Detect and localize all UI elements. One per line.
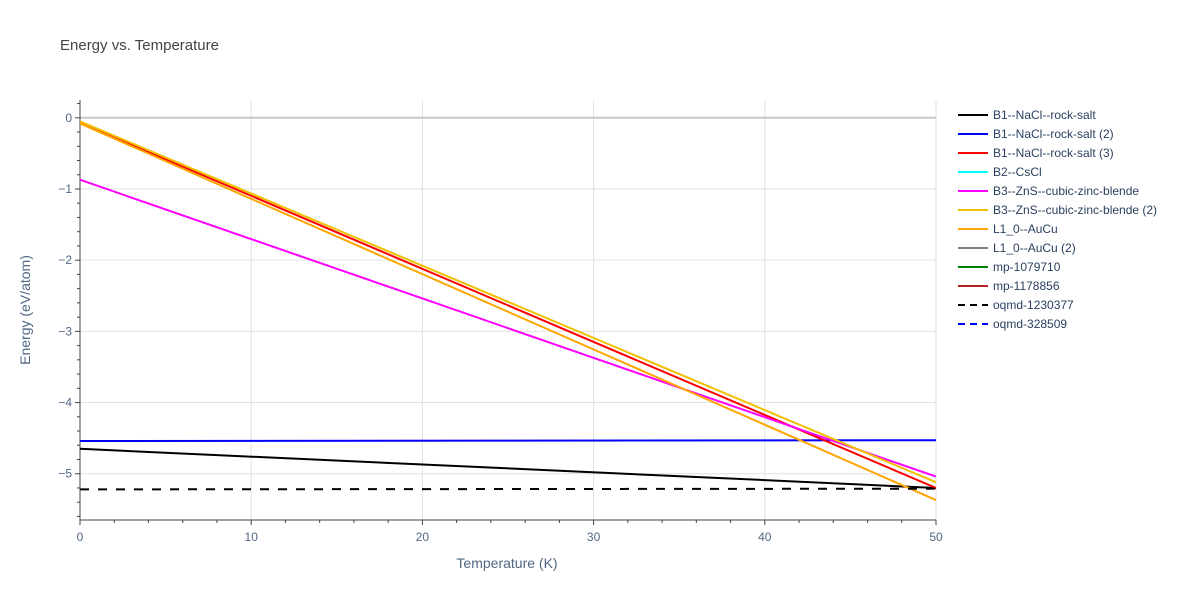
legend-label: L1_0--AuCu xyxy=(993,222,1058,236)
legend-item[interactable]: mp-1178856 xyxy=(958,279,1060,293)
series-line-4 xyxy=(80,178,936,478)
x-tick-label: 30 xyxy=(587,530,601,544)
legend-label: mp-1178856 xyxy=(993,279,1060,293)
legend-label: B3--ZnS--cubic-zinc-blende (2) xyxy=(993,203,1157,217)
legend-item[interactable]: oqmd-1230377 xyxy=(958,298,1074,312)
x-tick-label: 10 xyxy=(245,530,259,544)
legend-item[interactable]: B1--NaCl--rock-salt (2) xyxy=(958,127,1114,141)
legend-label: oqmd-328509 xyxy=(993,317,1067,331)
legend-label: mp-1079710 xyxy=(993,260,1061,274)
series-line-1 xyxy=(80,439,936,442)
legend: B1--NaCl--rock-salt B1--NaCl--rock-salt (… xyxy=(958,108,1157,331)
y-tick-label: −4 xyxy=(58,396,72,410)
y-axis-title: Energy (eV/atom) xyxy=(17,255,33,365)
legend-label: oqmd-1230377 xyxy=(993,298,1074,312)
legend-label: B1--NaCl--rock-salt (2) xyxy=(993,127,1114,141)
series-line-6 xyxy=(80,122,936,501)
legend-label: B3--ZnS--cubic-zinc-blende xyxy=(993,184,1139,198)
x-axis-title: Temperature (K) xyxy=(456,555,557,571)
x-tick-label: 20 xyxy=(416,530,430,544)
legend-item[interactable]: B3--ZnS--cubic-zinc-blende xyxy=(958,184,1139,198)
legend-item[interactable]: L1_0--AuCu (2) xyxy=(958,241,1076,255)
series-line-0 xyxy=(80,447,936,489)
axes xyxy=(75,100,937,525)
x-tick-label: 50 xyxy=(929,530,943,544)
legend-item[interactable]: mp-1079710 xyxy=(958,260,1061,274)
chart-title: Energy vs. Temperature xyxy=(60,37,219,54)
legend-item[interactable]: oqmd-328509 xyxy=(958,317,1067,331)
y-tick-label: 0 xyxy=(65,111,72,125)
legend-item[interactable]: B1--NaCl--rock-salt (3) xyxy=(958,146,1114,160)
y-tick-label: −1 xyxy=(58,182,72,196)
legend-item[interactable]: B3--ZnS--cubic-zinc-blende (2) xyxy=(958,203,1157,217)
x-tick-label: 40 xyxy=(758,530,772,544)
legend-item[interactable]: B1--NaCl--rock-salt xyxy=(958,108,1096,122)
legend-label: L1_0--AuCu (2) xyxy=(993,241,1076,255)
y-tick-label: −5 xyxy=(58,467,72,481)
tick-labels: 0 10 20 30 40 50 0 −1 −2 −3 −4 −5 xyxy=(58,111,943,544)
series-line-2 xyxy=(80,121,936,489)
grid xyxy=(80,100,937,520)
series-line-10 xyxy=(80,487,936,491)
x-tick-label: 0 xyxy=(77,530,84,544)
legend-item[interactable]: L1_0--AuCu xyxy=(958,222,1058,236)
legend-item[interactable]: B2--CsCl xyxy=(958,165,1042,179)
plot-area xyxy=(80,120,936,501)
y-tick-label: −2 xyxy=(58,253,72,267)
series-line-5 xyxy=(80,120,936,484)
legend-label: B2--CsCl xyxy=(993,165,1042,179)
y-tick-label: −3 xyxy=(58,324,72,338)
legend-label: B1--NaCl--rock-salt xyxy=(993,108,1096,122)
legend-label: B1--NaCl--rock-salt (3) xyxy=(993,146,1114,160)
